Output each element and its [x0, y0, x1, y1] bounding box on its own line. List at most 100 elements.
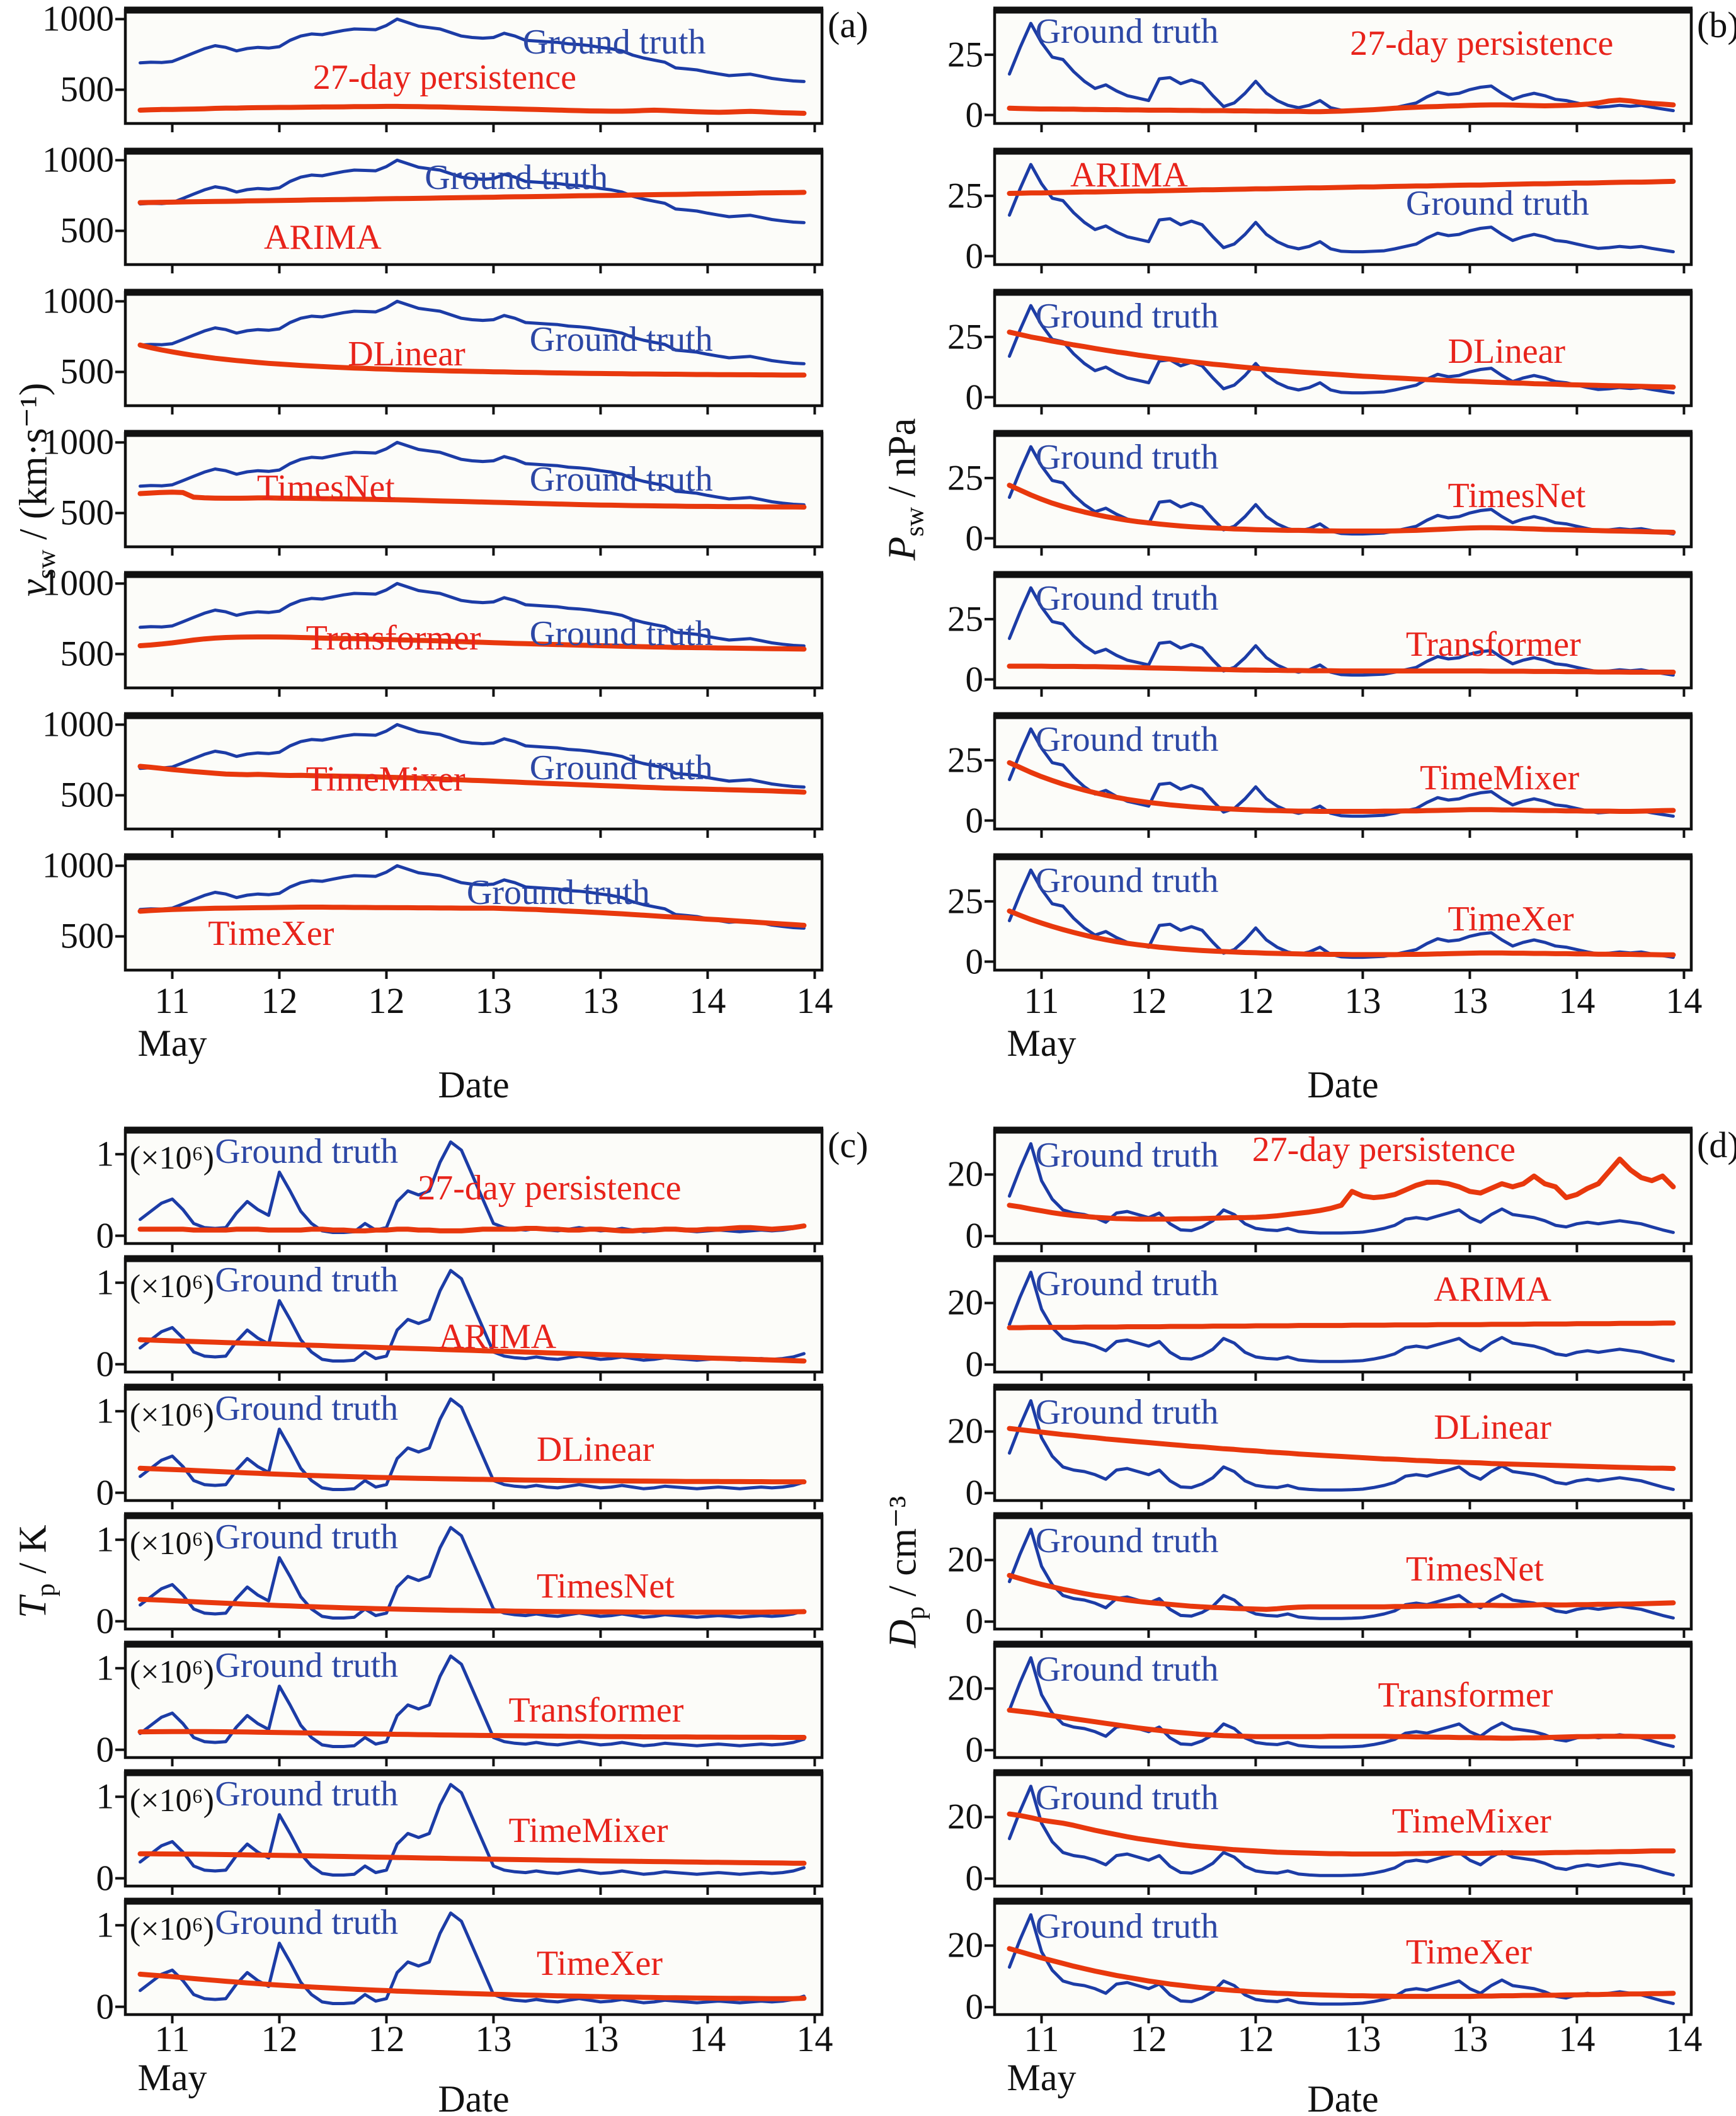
ground-truth-line	[139, 581, 806, 648]
month-label: May	[137, 1022, 207, 1064]
y-tick-label: 0	[96, 1987, 115, 2027]
model-line-timexer	[137, 1971, 807, 2001]
subplot-c7-timexer: 1 0 (×10⁶) Ground truth TimeXer	[96, 1897, 824, 2025]
x-tick-label: 14	[1558, 980, 1596, 1021]
x-tick-label: 14	[689, 980, 726, 1021]
subplot-c5-transformer: 1 0 (×10⁶) Ground truth Transformer	[96, 1640, 824, 1768]
x-tick-label: 13	[1344, 2018, 1381, 2059]
x-axis: May Date 11 12 12 13 13 14 14	[124, 979, 833, 1104]
ground-truth-label: Ground truth	[1035, 861, 1219, 901]
y-tick-label: 1	[96, 1134, 115, 1174]
model-label-transformer: Transformer	[306, 619, 481, 658]
y-axis-tick-labels: 25 0	[914, 431, 987, 556]
y-axis-tick-labels: 25 0	[914, 713, 987, 838]
model-line-timemixer	[137, 1851, 807, 1866]
model-line-timemixer	[1007, 1811, 1676, 1857]
subplot-d4-timesnet: 20 0 Ground truth TimesNet	[947, 1512, 1693, 1640]
plot-canvas-a-transformer	[115, 571, 824, 697]
y-axis-tick-labels: 1000 500	[42, 283, 118, 407]
y-tick-label: 0	[965, 1730, 984, 1770]
plot-canvas-d-transformer	[985, 1640, 1693, 1766]
y-tick-label: 1000	[42, 0, 114, 39]
model-line-timexer	[1007, 908, 1676, 958]
model-line-arima	[1007, 1320, 1676, 1330]
ground-truth-label: Ground truth	[529, 748, 713, 787]
model-line-dlinear	[1007, 329, 1676, 390]
model-line-timemixer	[1007, 760, 1676, 814]
y-axis-tick-labels: 1000 500	[42, 848, 118, 971]
model-line-timesnet	[137, 489, 807, 510]
ground-truth-label: Ground truth	[1035, 1649, 1219, 1689]
y-axis-tick-labels: 20 0	[914, 1642, 987, 1768]
plot-canvas-d-timemixer	[985, 1769, 1693, 1895]
y-tick-label: 1	[96, 1648, 115, 1688]
ground-truth-label: Ground truth	[529, 614, 713, 653]
scale-factor-note: (×10⁶)	[129, 1911, 214, 1947]
y-tick-label: 0	[965, 1344, 984, 1385]
plot-canvas-d-timexer	[985, 1897, 1693, 2023]
plot-canvas-b-timexer	[985, 853, 1693, 979]
y-tick-label: 0	[965, 660, 984, 700]
subplot-c3-dlinear: 1 0 (×10⁶) Ground truth DLinear	[96, 1383, 824, 1511]
x-tick-label: 11	[1024, 2018, 1059, 2059]
ground-truth-line	[1008, 1271, 1675, 1363]
subplot-a1-27-day-persistence: 1000 500 Ground truth 27-day persistence	[42, 1, 824, 132]
plot-canvas-a-timesnet	[115, 430, 824, 556]
ground-truth-label: Ground truth	[425, 157, 608, 197]
ground-truth-label: Ground truth	[522, 23, 706, 62]
y-tick-label: 1	[96, 1391, 115, 1431]
model-line-dlinear	[137, 342, 807, 378]
ground-truth-label: Ground truth	[1405, 183, 1589, 223]
ground-truth-label: Ground truth	[1035, 1392, 1219, 1432]
ground-truth-line	[1008, 1142, 1675, 1235]
y-tick-label: 0	[965, 1858, 984, 1899]
y-tick-label: 1000	[42, 281, 114, 321]
plot-canvas-c-dlinear	[115, 1383, 824, 1509]
x-tick-label: 14	[1665, 980, 1703, 1021]
plot-canvas-c-arima	[115, 1255, 824, 1381]
ground-truth-line	[1008, 1785, 1675, 1877]
y-axis-tick-labels: 1000 500	[42, 566, 118, 689]
model-label-arima: ARIMA	[1434, 1270, 1551, 1310]
model-label-arima: ARIMA	[264, 217, 382, 257]
plot-canvas-b-transformer	[985, 571, 1693, 697]
subplot-a2-arima: 1000 500 Ground truth ARIMA	[42, 142, 824, 273]
x-tick-label: 13	[1451, 2018, 1488, 2059]
y-tick-label: 0	[96, 1473, 115, 1513]
subplot-b2-arima: 25 0 Ground truth ARIMA	[947, 147, 1693, 274]
model-line-arima	[137, 1337, 807, 1364]
ground-truth-line	[139, 299, 806, 365]
y-tick-label: 0	[965, 236, 984, 277]
model-label-timexer: TimeXer	[1448, 900, 1574, 939]
subplot-stack: 25 0 Ground truth 27-day persistence 25 0 Grou…	[947, 6, 1693, 980]
panel-letter: (a)	[828, 4, 869, 45]
model-label-dlinear: DLinear	[536, 1430, 654, 1470]
ground-truth-label: Ground truth	[1035, 720, 1219, 760]
model-label-timemixer: TimeMixer	[306, 760, 465, 799]
x-tick-label: 12	[1237, 2018, 1274, 2059]
ground-truth-label: Ground truth	[1035, 1135, 1219, 1175]
y-tick-label: 500	[60, 210, 115, 251]
model-line-transformer	[1007, 1707, 1676, 1741]
y-tick-label: 0	[96, 1730, 115, 1770]
model-line-27-day-persistence	[137, 103, 807, 116]
panel-letter: (c)	[828, 1124, 869, 1165]
y-axis-tick-labels: 20 0	[914, 1513, 987, 1640]
model-label-27-day-persistence: 27-day persistence	[1350, 23, 1614, 63]
x-tick-label: 13	[1344, 980, 1381, 1021]
subplot-b1-27-day-persistence: 25 0 Ground truth 27-day persistence	[947, 6, 1693, 133]
model-line-dlinear	[137, 1465, 807, 1485]
y-tick-label: 1000	[42, 563, 114, 603]
y-tick-label: 1000	[42, 845, 114, 886]
model-label-timemixer: TimeMixer	[508, 1810, 668, 1850]
plot-canvas-d-timesnet	[985, 1512, 1693, 1638]
panel-letter: (b)	[1697, 4, 1736, 45]
subplot-b4-timesnet: 25 0 Ground truth TimesNet	[947, 430, 1693, 556]
y-axis-tick-labels: 1000 500	[42, 1, 118, 125]
y-axis-tick-labels: 25 0	[914, 572, 987, 697]
subplot-a3-dlinear: 1000 500 Ground truth DLinear	[42, 283, 824, 415]
y-axis-tick-labels: 25 0	[914, 149, 987, 274]
y-tick-label: 500	[60, 916, 115, 956]
